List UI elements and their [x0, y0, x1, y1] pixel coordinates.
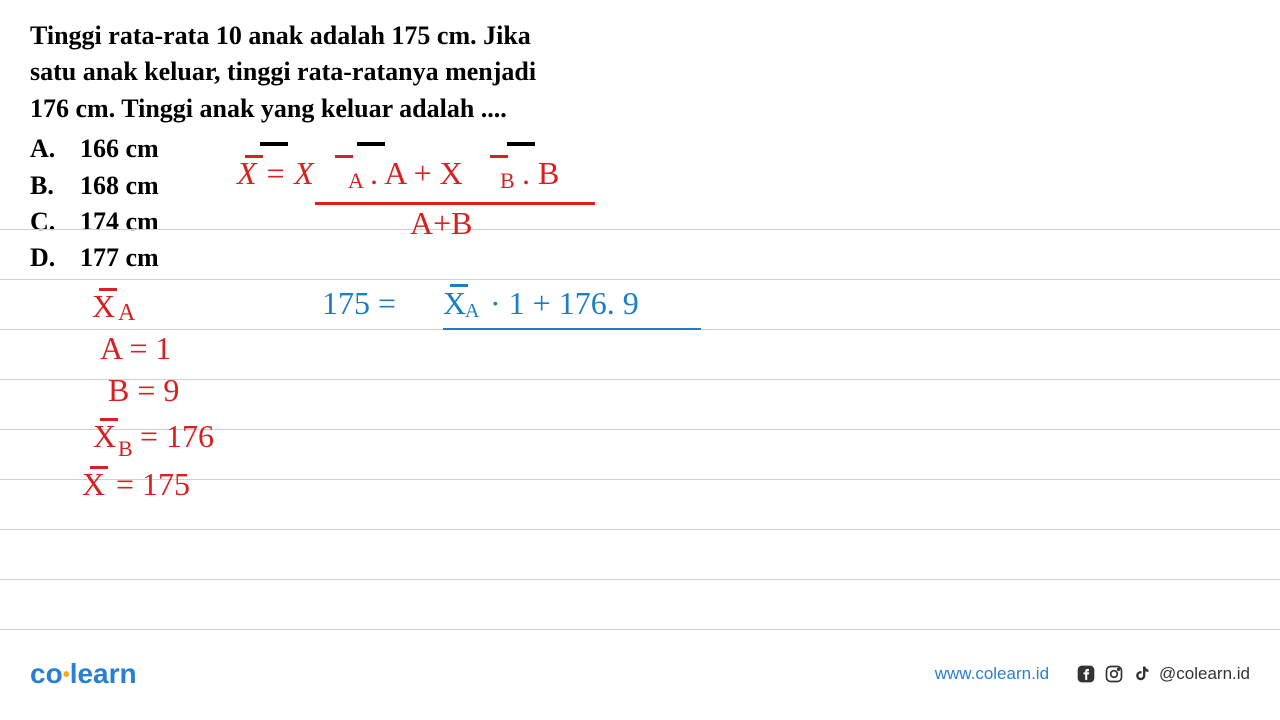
- footer: co•learn www.colearn.id @colearn.id: [0, 658, 1280, 690]
- footer-right: www.colearn.id @colearn.id: [935, 663, 1250, 685]
- colearn-logo: co•learn: [30, 658, 137, 690]
- website-url: www.colearn.id: [935, 664, 1049, 684]
- social-links: @colearn.id: [1075, 663, 1250, 685]
- facebook-icon: [1075, 663, 1097, 685]
- option-a-text: 166 cm: [80, 131, 159, 167]
- question-line-1: Tinggi rata-rata 10 anak adalah 175 cm. …: [30, 18, 680, 54]
- logo-learn: learn: [70, 658, 137, 689]
- tiktok-icon: [1131, 663, 1153, 685]
- logo-co: co: [30, 658, 63, 689]
- option-a-letter: A.: [30, 131, 80, 167]
- logo-dot-icon: •: [63, 664, 70, 686]
- social-handle: @colearn.id: [1159, 664, 1250, 684]
- ruled-paper-background: [0, 180, 1280, 630]
- option-a: A. 166 cm: [30, 131, 1250, 167]
- question-text: Tinggi rata-rata 10 anak adalah 175 cm. …: [30, 18, 680, 127]
- question-line-2: satu anak keluar, tinggi rata-ratanya me…: [30, 54, 680, 90]
- question-line-3: 176 cm. Tinggi anak yang keluar adalah .…: [30, 91, 680, 127]
- instagram-icon: [1103, 663, 1125, 685]
